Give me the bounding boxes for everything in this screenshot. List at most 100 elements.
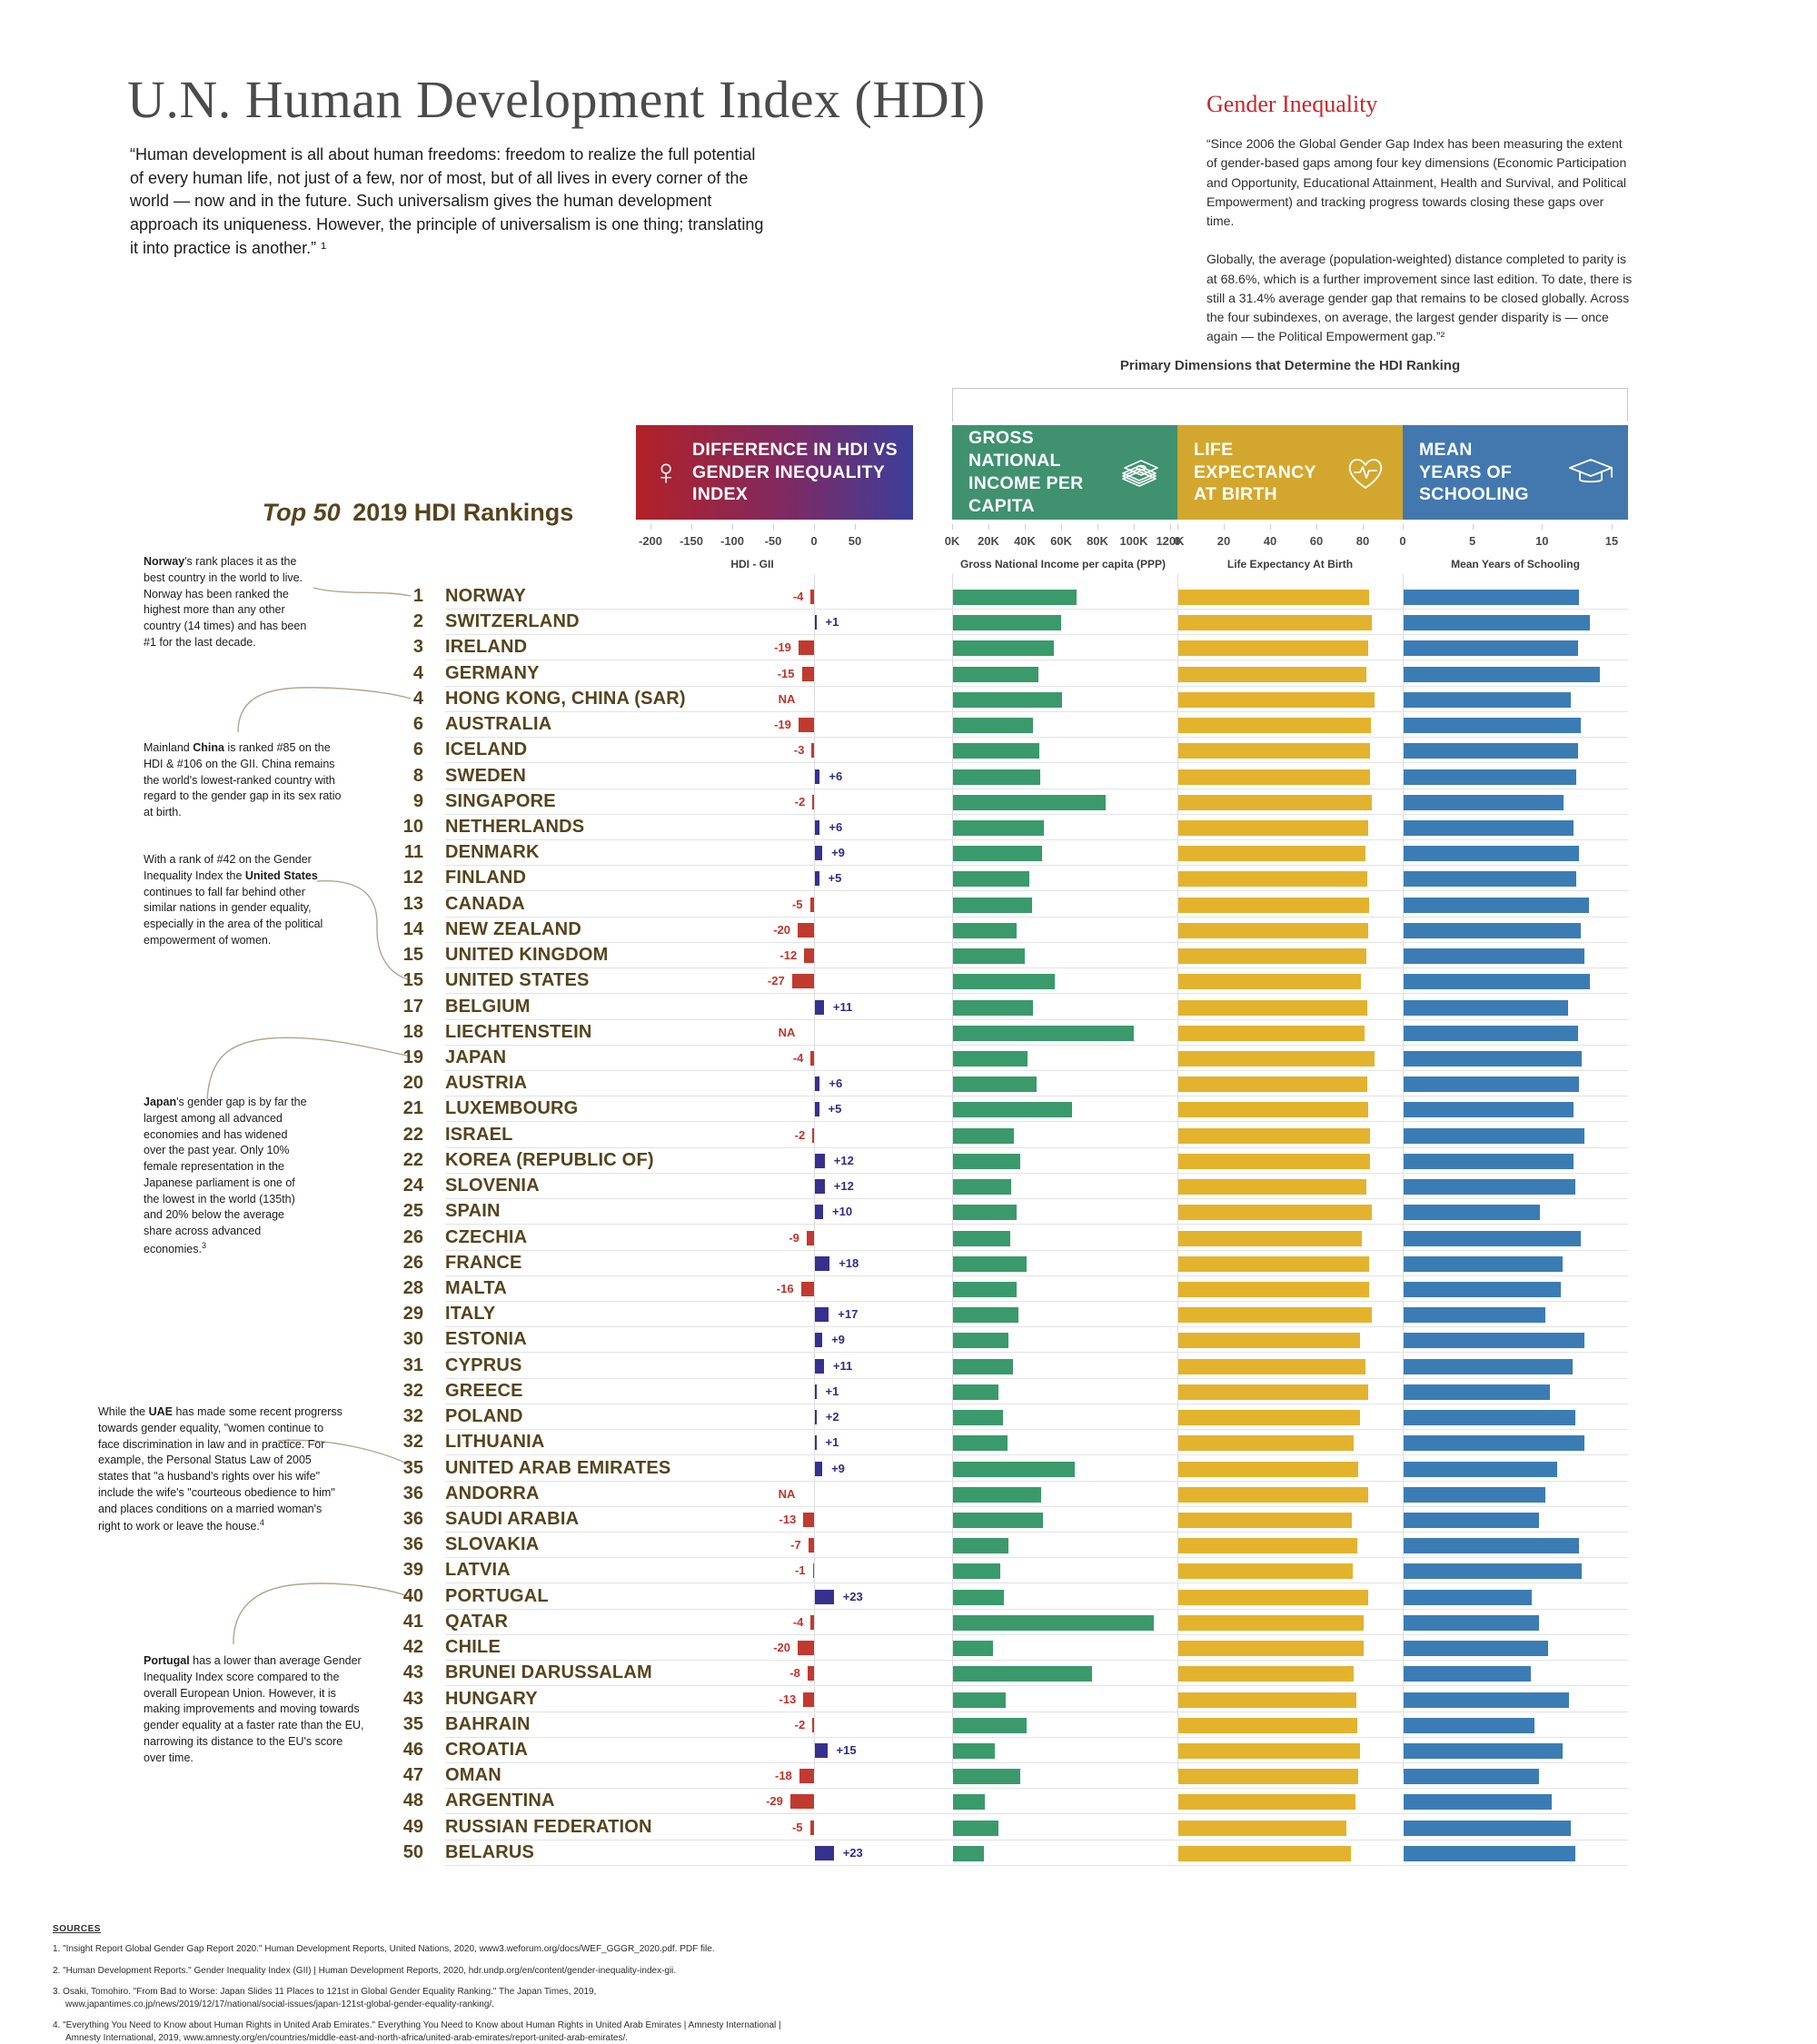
country-name: ITALY <box>445 1304 503 1325</box>
life-expectancy-bar <box>1178 1102 1369 1118</box>
hdi-gii-diff-value: -16 <box>776 1281 794 1295</box>
hdi-gii-diff-bar <box>815 1358 824 1374</box>
axis-tick-mark <box>1097 524 1098 530</box>
country-name: SLOVAKIA <box>445 1534 547 1556</box>
rank-number: 36 <box>402 1534 423 1555</box>
gni-bar <box>953 897 1033 913</box>
country-name: ISRAEL <box>445 1124 521 1146</box>
life-expectancy-bar <box>1178 922 1369 938</box>
axis-tick-mark <box>1170 524 1171 530</box>
axis-tick-label: 5 <box>1469 534 1476 548</box>
hdi-gii-diff-value: +9 <box>831 1461 845 1475</box>
row-separator <box>445 1660 1628 1661</box>
rank-number: 18 <box>402 1021 423 1042</box>
hdi-gii-diff-bar <box>815 1742 828 1758</box>
life-expectancy-bar <box>1178 1845 1352 1861</box>
schooling-bar <box>1404 1461 1557 1477</box>
life-expectancy-bar <box>1178 615 1373 631</box>
life-expectancy-bar <box>1178 1614 1365 1631</box>
header-line: INCOME PER <box>968 473 1084 493</box>
life-expectancy-bar <box>1178 590 1369 605</box>
axis-caption: Life Expectancy At Birth <box>1226 558 1354 571</box>
axis-tick-label: 0 <box>1174 534 1181 548</box>
hdi-gii-diff-value: +23 <box>842 1845 863 1860</box>
life-expectancy-bar <box>1178 1179 1367 1196</box>
rankings-title-italic: Top 50 <box>262 499 341 526</box>
hdi-gii-diff-value: -2 <box>794 1717 806 1731</box>
hdi-gii-diff-bar <box>812 1717 814 1732</box>
hdi-gii-diff-value: +5 <box>828 1102 842 1116</box>
row-separator <box>445 967 1628 969</box>
header-line: CAPITA <box>968 495 1035 516</box>
hdi-gii-diff-value: +17 <box>838 1307 859 1322</box>
column-header-hdi-gii-title: DIFFERENCE IN HDI VS GENDER INEQUALITY IN… <box>692 439 913 507</box>
source-item: 3. Osaki, Tomohiro. "From Bad to Worse: … <box>53 1987 597 2009</box>
hdi-gii-diff-bar <box>812 1127 814 1143</box>
hdi-gii-diff-value: -27 <box>767 974 785 988</box>
rank-number: 35 <box>402 1713 423 1734</box>
country-name: CHILE <box>445 1637 508 1658</box>
rank-number: 30 <box>402 1329 423 1350</box>
rank-number: 17 <box>402 996 423 1017</box>
life-expectancy-bar <box>1178 1589 1368 1605</box>
schooling-bar <box>1404 974 1591 990</box>
hdi-gii-diff-bar <box>815 1179 825 1195</box>
axis-tick-mark <box>1403 524 1404 530</box>
axis-tick-label: 20 <box>1216 534 1231 548</box>
rank-number: 26 <box>402 1252 423 1273</box>
schooling-bar <box>1404 999 1568 1016</box>
row-separator <box>445 839 1628 840</box>
schooling-bar <box>1404 1255 1563 1272</box>
gni-bar <box>953 974 1056 990</box>
hdi-gii-diff-bar <box>815 1205 823 1220</box>
hdi-gii-diff-value: +12 <box>833 1153 854 1167</box>
hdi-gii-diff-value: +1 <box>825 1384 839 1398</box>
axis-tick-label: 80 <box>1355 534 1370 548</box>
heartbeat-icon <box>1348 459 1383 489</box>
axis-tick-label: 60 <box>1309 534 1324 548</box>
gni-bar <box>953 615 1061 631</box>
country-name: DENMARK <box>445 842 547 864</box>
gni-bar <box>953 1153 1020 1169</box>
row-separator <box>445 1249 1628 1251</box>
gni-bar <box>953 794 1106 810</box>
hdi-gii-diff-bar <box>810 1051 814 1066</box>
life-expectancy-bar <box>1178 820 1369 836</box>
schooling-bar <box>1404 948 1585 965</box>
hdi-gii-diff-value: -15 <box>777 666 795 680</box>
hdi-gii-diff-value: -20 <box>773 1641 790 1654</box>
rank-number: 2 <box>412 611 423 632</box>
annotation-text: has made some recent progrerss towards g… <box>98 1405 343 1533</box>
rank-number: 32 <box>402 1380 423 1401</box>
hdi-gii-diff-value: +9 <box>831 1333 845 1347</box>
life-expectancy-bar <box>1178 1563 1353 1580</box>
gni-bar <box>953 691 1063 708</box>
rank-number: 49 <box>402 1816 423 1837</box>
hdi-gii-diff-bar <box>815 1307 829 1323</box>
annotation-note: While the UAE has made some recent progr… <box>98 1404 343 1535</box>
axis-tick-mark <box>1611 524 1613 530</box>
row-separator <box>445 865 1628 867</box>
schooling-bar <box>1404 1666 1531 1682</box>
axis-tick-label: 100K <box>1119 534 1148 548</box>
source-item: 4. "Everything You Need to Know about Hu… <box>53 2020 781 2043</box>
gni-bar <box>953 922 1018 938</box>
rank-number: 13 <box>402 893 423 914</box>
gni-bar <box>953 1230 1011 1246</box>
rank-number: 40 <box>402 1585 423 1606</box>
row-separator <box>445 737 1628 739</box>
hdi-gii-diff-value: NA <box>778 1025 796 1039</box>
country-name: UNITED ARAB EMIRATES <box>445 1457 679 1479</box>
rankings-title-rest: 2019 HDI Rankings <box>345 499 574 526</box>
schooling-bar <box>1404 1410 1575 1425</box>
country-name: SLOVENIA <box>445 1176 547 1197</box>
country-name: UNITED KINGDOM <box>445 945 616 967</box>
axis-tick-mark <box>773 524 774 530</box>
schooling-bar <box>1404 1717 1535 1733</box>
hdi-gii-diff-bar <box>815 1333 823 1348</box>
source-item: 1. "Insight Report Global Gender Gap Rep… <box>53 1944 715 1954</box>
country-name: KOREA (REPUBLIC OF) <box>445 1149 661 1171</box>
annotation-text: is ranked #85 on the HDI & #106 on the G… <box>144 741 342 819</box>
hdi-gii-diff-value: +11 <box>832 1358 853 1373</box>
gni-bar <box>953 1205 1017 1221</box>
